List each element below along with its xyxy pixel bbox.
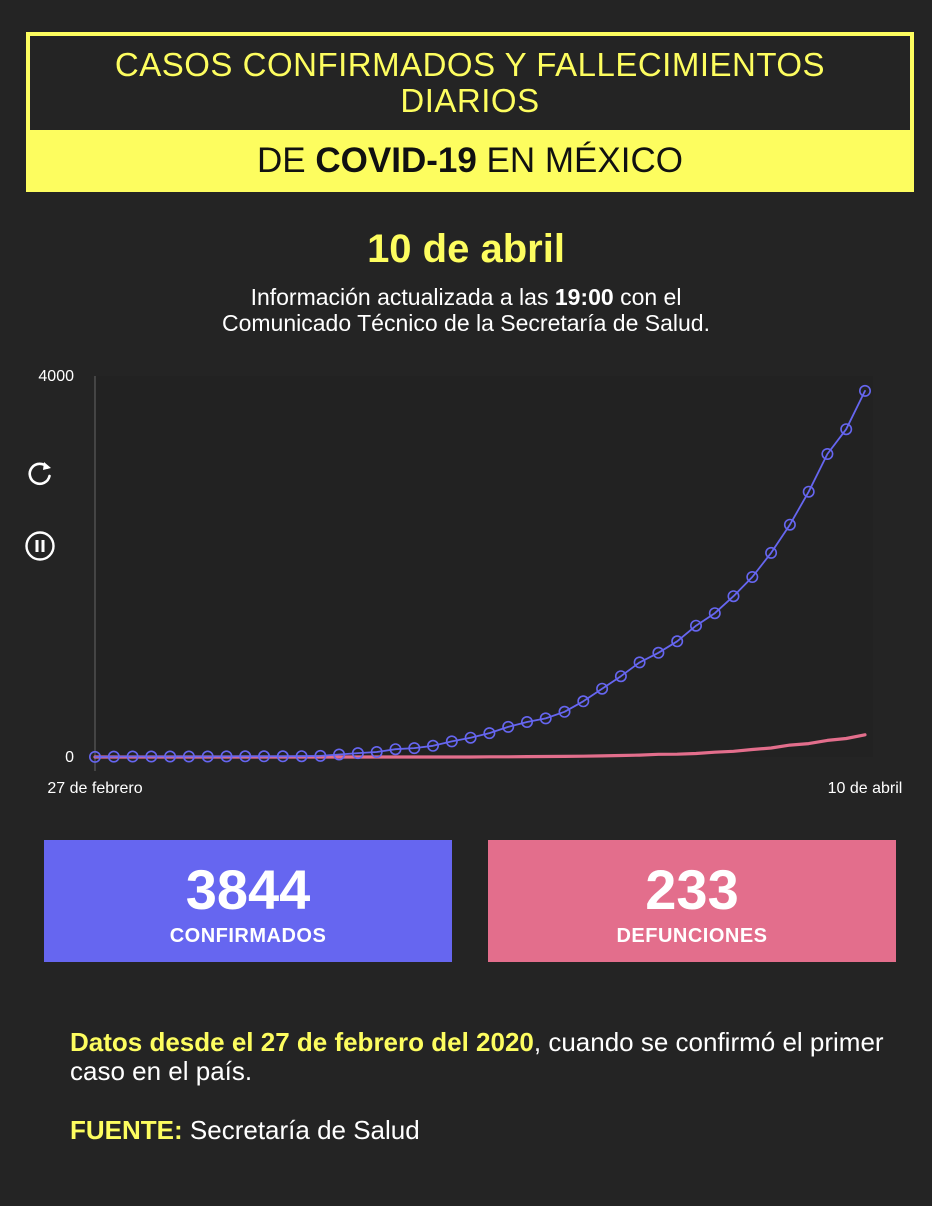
data-point [596,682,609,695]
data-point [633,656,646,669]
subtitle-suffix: EN MÉXICO [486,141,683,180]
data-point [539,712,552,725]
data-point [821,448,834,461]
data-point [107,750,120,763]
deaths-value: 233 [645,858,739,921]
data-point [295,750,308,763]
x-tick-label: 10 de abril [828,780,903,797]
update-prefix: Información actualizada a las [250,284,549,310]
data-point [389,743,402,756]
data-point [727,590,740,603]
data-point [314,749,327,762]
data-point [257,750,270,763]
y-tick-label: 0 [65,749,74,766]
data-point [577,695,590,708]
data-point [765,546,778,559]
x-tick-label: 27 de febrero [47,780,142,797]
deaths-label: DEFUNCIONES [616,925,768,947]
update-suffix: con el [620,284,682,310]
data-point [333,748,346,761]
data-point [708,607,721,620]
subtitle-prefix: DE [257,141,306,180]
data-point [220,750,233,763]
data-point [689,619,702,632]
update-line-1: Información actualizada a las 19:00 con … [0,284,932,310]
chart: 0 4000 27 de febrero 10 de abril [38,368,903,797]
header-box: CASOS CONFIRMADOS Y FALLECIMIENTOS DIARI… [26,32,914,192]
data-point [201,750,214,763]
source-value: Secretaría de Salud [189,1115,420,1145]
footer-note: Datos desde el 27 de febrero del 2020, c… [70,1028,890,1086]
replay-icon[interactable] [24,458,56,490]
data-point [164,750,177,763]
data-point [558,705,571,718]
data-point [370,745,383,758]
data-point [145,750,158,763]
footer-source: FUENTE: Secretaría de Salud [70,1116,890,1145]
subtitle-bold: COVID-19 [315,141,477,180]
data-point [502,720,515,733]
data-point [126,750,139,763]
pause-icon[interactable] [24,530,56,562]
footer-text: , cuando se confirmó el primer caso en e… [70,1027,884,1086]
plot-area [95,376,873,757]
data-point [426,739,439,752]
data-point [840,423,853,436]
data-point [746,571,759,584]
data-point [276,750,289,763]
update-line-2: Comunicado Técnico de la Secretaría de S… [222,310,710,336]
date-title: 10 de abril [367,227,565,271]
confirmed-label: CONFIRMADOS [169,925,327,947]
deaths-card: 233 DEFUNCIONES [488,840,896,962]
data-point [520,715,533,728]
update-info: Información actualizada a las 19:00 con … [0,284,932,336]
footer-highlight: Datos desde el 27 de febrero del 2020 [70,1027,534,1057]
data-point [351,747,364,760]
data-point [671,635,684,648]
data-point [239,750,252,763]
header-title: CASOS CONFIRMADOS Y FALLECIMIENTOS DIARI… [30,36,910,130]
data-point [858,384,871,397]
data-point [483,727,496,740]
data-point [445,735,458,748]
data-point [783,518,796,531]
header-subtitle: DE COVID-19 EN MÉXICO [26,130,914,192]
update-time: 19:00 [554,284,614,310]
data-point [802,485,815,498]
data-point [614,670,627,683]
data-point [652,646,665,659]
y-tick-label: 4000 [38,368,74,385]
data-point [89,750,102,763]
data-point [408,742,421,755]
source-label: FUENTE: [70,1115,183,1145]
data-point [182,750,195,763]
data-point [464,731,477,744]
confirmed-value: 3844 [185,858,311,921]
confirmed-card: 3844 CONFIRMADOS [44,840,452,962]
